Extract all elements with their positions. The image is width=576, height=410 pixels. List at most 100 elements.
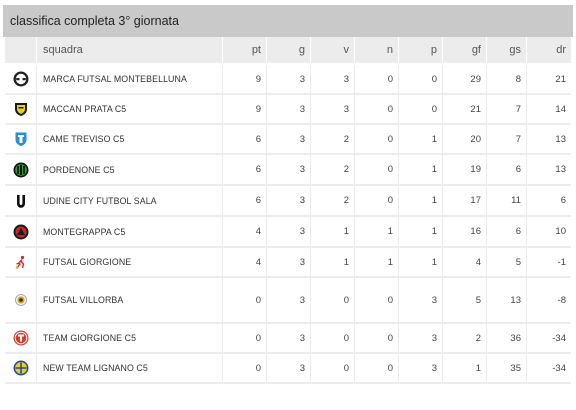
table-row: CAME TREVISO C5 6 3 2 0 1 20 7 13 (5, 125, 571, 155)
stat-g: 3 (267, 354, 311, 384)
stat-n: 0 (355, 354, 399, 384)
stat-gf: 20 (443, 125, 487, 155)
header-pt: pt (223, 37, 267, 65)
table-row: MARCA FUTSAL MONTEBELLUNA 9 3 3 0 0 29 8 21 (5, 65, 571, 95)
team-name[interactable]: CAME TREVISO C5 (37, 125, 223, 155)
stat-gf: 1 (443, 354, 487, 384)
stat-dr: 13 (527, 125, 571, 155)
team-name[interactable]: TEAM GIORGIONE C5 (37, 324, 223, 354)
team-logo-cell (5, 65, 37, 95)
stat-gs: 6 (487, 155, 527, 186)
stat-p: 1 (399, 155, 443, 186)
stat-v: 0 (311, 278, 355, 324)
team-name[interactable]: MONTEGRAPPA C5 (37, 217, 223, 248)
stat-gs: 5 (487, 248, 527, 278)
table-row: UDINE CITY FUTBOL SALA 6 3 2 0 1 17 11 6 (5, 186, 571, 217)
stat-n: 0 (355, 65, 399, 95)
pordenone-logo-icon (13, 162, 29, 178)
came-logo-icon (13, 131, 29, 147)
standings-widget: classifica completa 3° giornata squadra … (3, 5, 573, 384)
stat-pt: 9 (223, 95, 267, 125)
table-row: MACCAN PRATA C5 9 3 3 0 0 21 7 14 (5, 95, 571, 125)
stat-n: 0 (355, 324, 399, 354)
stat-gs: 36 (487, 324, 527, 354)
team-name[interactable]: PORDENONE C5 (37, 155, 223, 186)
stat-gf: 5 (443, 278, 487, 324)
stat-g: 3 (267, 95, 311, 125)
stat-gf: 17 (443, 186, 487, 217)
stat-dr: -8 (527, 278, 571, 324)
stat-g: 3 (267, 155, 311, 186)
team-name[interactable]: FUTSAL GIORGIONE (37, 248, 223, 278)
stat-v: 2 (311, 186, 355, 217)
stat-gs: 6 (487, 217, 527, 248)
team-name[interactable]: MARCA FUTSAL MONTEBELLUNA (37, 65, 223, 95)
stat-n: 0 (355, 278, 399, 324)
team-logo-cell (5, 324, 37, 354)
udine-logo-icon (13, 193, 29, 209)
team-name[interactable]: MACCAN PRATA C5 (37, 95, 223, 125)
table-row: TEAM GIORGIONE C5 0 3 0 0 3 2 36 -34 (5, 324, 571, 354)
stat-gs: 8 (487, 65, 527, 95)
table-row: MONTEGRAPPA C5 4 3 1 1 1 16 6 10 (5, 217, 571, 248)
stat-pt: 6 (223, 186, 267, 217)
stat-pt: 0 (223, 324, 267, 354)
villorba-logo-icon (13, 292, 29, 308)
stat-gs: 13 (487, 278, 527, 324)
header-squadra: squadra (37, 37, 223, 65)
marca-logo-icon (13, 71, 29, 87)
team-logo-cell (5, 217, 37, 248)
stat-gf: 29 (443, 65, 487, 95)
team-name[interactable]: FUTSAL VILLORBA (37, 278, 223, 324)
stat-g: 3 (267, 186, 311, 217)
team-name[interactable]: NEW TEAM LIGNANO C5 (37, 354, 223, 384)
stat-g: 3 (267, 248, 311, 278)
team-logo-cell (5, 278, 37, 324)
stat-pt: 4 (223, 248, 267, 278)
stat-dr: -34 (527, 324, 571, 354)
stat-g: 3 (267, 217, 311, 248)
header-n: n (355, 37, 399, 65)
header-p: p (399, 37, 443, 65)
team-logo-cell (5, 354, 37, 384)
table-row: PORDENONE C5 6 3 2 0 1 19 6 13 (5, 155, 571, 186)
stat-v: 0 (311, 354, 355, 384)
stat-dr: 14 (527, 95, 571, 125)
stat-p: 3 (399, 278, 443, 324)
header-gs: gs (487, 37, 527, 65)
stat-n: 1 (355, 248, 399, 278)
stat-v: 1 (311, 248, 355, 278)
stat-g: 3 (267, 324, 311, 354)
stat-p: 3 (399, 354, 443, 384)
header-dr: dr (527, 37, 571, 65)
stat-dr: 13 (527, 155, 571, 186)
standings-title: classifica completa 3° giornata (3, 5, 573, 37)
stat-dr: -1 (527, 248, 571, 278)
header-logo-cell (5, 37, 37, 65)
team-logo-cell (5, 125, 37, 155)
stat-pt: 0 (223, 278, 267, 324)
stat-dr: -34 (527, 354, 571, 384)
stat-n: 0 (355, 125, 399, 155)
stat-gf: 4 (443, 248, 487, 278)
stat-v: 3 (311, 65, 355, 95)
stat-n: 0 (355, 186, 399, 217)
table-row: FUTSAL GIORGIONE 4 3 1 1 1 4 5 -1 (5, 248, 571, 278)
team-name[interactable]: UDINE CITY FUTBOL SALA (37, 186, 223, 217)
stat-gf: 16 (443, 217, 487, 248)
stat-gs: 7 (487, 125, 527, 155)
header-v: v (311, 37, 355, 65)
stat-v: 3 (311, 95, 355, 125)
team-logo-cell (5, 186, 37, 217)
stat-pt: 6 (223, 125, 267, 155)
stat-v: 2 (311, 155, 355, 186)
team-logo-cell (5, 95, 37, 125)
montegrappa-logo-icon (13, 224, 29, 240)
stat-dr: 6 (527, 186, 571, 217)
team-logo-cell (5, 155, 37, 186)
header-row: squadra pt g v n p gf gs dr (5, 37, 571, 65)
stat-gs: 35 (487, 354, 527, 384)
stat-p: 0 (399, 65, 443, 95)
giorgione-logo-icon (13, 254, 29, 270)
stat-pt: 0 (223, 354, 267, 384)
